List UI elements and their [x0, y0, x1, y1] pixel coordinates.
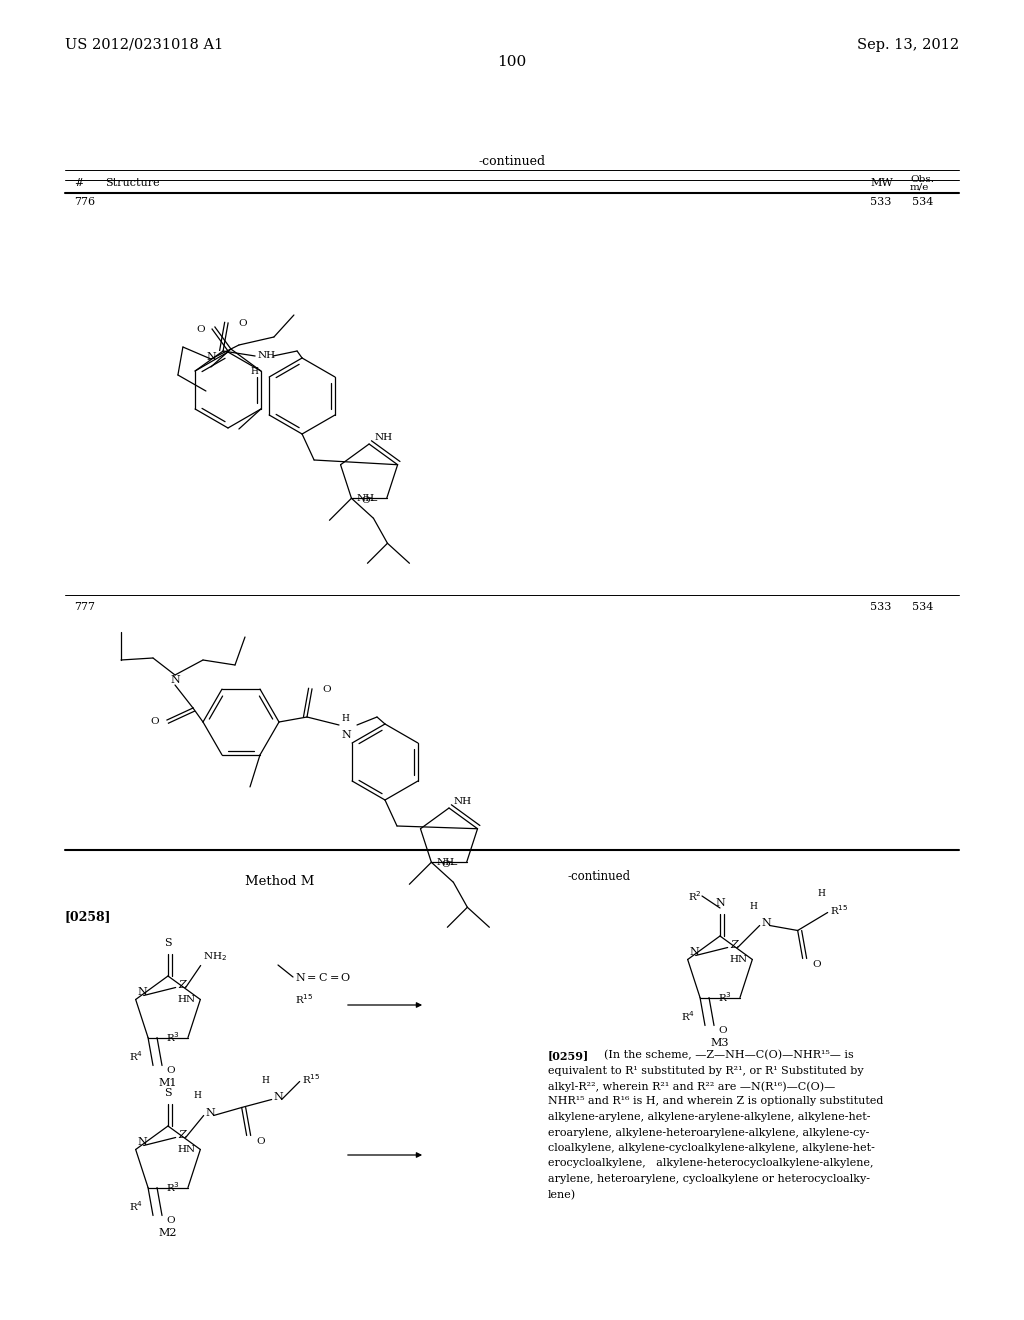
Text: Structure: Structure — [105, 178, 160, 187]
Text: S: S — [164, 939, 172, 948]
Text: N: N — [341, 730, 351, 741]
Text: NHR¹⁵ and R¹⁶ is H, and wherein Z is optionally substituted: NHR¹⁵ and R¹⁶ is H, and wherein Z is opt… — [548, 1097, 884, 1106]
Text: US 2012/0231018 A1: US 2012/0231018 A1 — [65, 38, 223, 51]
Text: R$^3$: R$^3$ — [166, 1031, 180, 1044]
Text: -continued: -continued — [478, 154, 546, 168]
Text: H: H — [341, 714, 349, 723]
Text: O: O — [718, 1026, 727, 1035]
Text: HN: HN — [177, 995, 196, 1005]
Text: NH: NH — [374, 433, 392, 442]
Text: NH: NH — [454, 797, 472, 807]
Text: NH: NH — [436, 858, 455, 867]
Text: O: O — [257, 1138, 265, 1147]
Text: arylene, heteroarylene, cycloalkylene or heterocycloalky-: arylene, heteroarylene, cycloalkylene or… — [548, 1173, 870, 1184]
Text: Z: Z — [731, 940, 738, 950]
Text: Z: Z — [178, 981, 186, 990]
Text: MW: MW — [870, 178, 893, 187]
Text: R$^{15}$: R$^{15}$ — [302, 1073, 321, 1086]
Text: N: N — [690, 948, 699, 957]
Text: N: N — [206, 1109, 215, 1118]
Text: eroarylene, alkylene-heteroarylene-alkylene, alkylene-cy-: eroarylene, alkylene-heteroarylene-alkyl… — [548, 1127, 869, 1138]
Text: 533: 533 — [870, 197, 891, 207]
Text: HN: HN — [729, 954, 748, 964]
Text: [0259]: [0259] — [548, 1049, 589, 1061]
Text: M3: M3 — [711, 1038, 729, 1048]
Text: M2: M2 — [159, 1228, 177, 1238]
Text: H: H — [750, 903, 758, 912]
Text: N: N — [762, 919, 771, 928]
Text: R$^4$: R$^4$ — [129, 1049, 143, 1064]
Text: [0258]: [0258] — [65, 909, 112, 923]
Text: alkyl-R²², wherein R²¹ and R²² are —N(R¹⁶)—C(O)—: alkyl-R²², wherein R²¹ and R²² are —N(R¹… — [548, 1081, 836, 1092]
Text: N: N — [137, 1138, 147, 1147]
Text: R$^3$: R$^3$ — [718, 990, 732, 1005]
Text: -continued: -continued — [568, 870, 631, 883]
Text: H: H — [818, 890, 825, 899]
Text: Sep. 13, 2012: Sep. 13, 2012 — [857, 38, 959, 51]
Text: 776: 776 — [74, 197, 95, 207]
Text: m/e: m/e — [910, 183, 930, 191]
Text: 533: 533 — [870, 602, 891, 612]
Text: alkylene-arylene, alkylene-arylene-alkylene, alkylene-het-: alkylene-arylene, alkylene-arylene-alkyl… — [548, 1111, 870, 1122]
Text: O=: O= — [441, 859, 459, 869]
Text: Z: Z — [178, 1130, 186, 1140]
Text: R$^4$: R$^4$ — [681, 1010, 695, 1023]
Text: O: O — [197, 325, 205, 334]
Text: N: N — [137, 987, 147, 998]
Text: #: # — [74, 178, 83, 187]
Text: equivalent to R¹ substituted by R²¹, or R¹ Substituted by: equivalent to R¹ substituted by R²¹, or … — [548, 1065, 863, 1076]
Text: NH: NH — [356, 494, 375, 503]
Text: R$^{15}$: R$^{15}$ — [829, 904, 848, 917]
Text: H: H — [250, 367, 258, 376]
Text: O: O — [813, 961, 821, 969]
Text: O: O — [166, 1065, 175, 1074]
Text: 777: 777 — [74, 602, 95, 612]
Text: Method M: Method M — [246, 875, 314, 888]
Text: erocycloalkylene,   alkylene-heterocycloalkylene-alkylene,: erocycloalkylene, alkylene-heterocycloal… — [548, 1159, 873, 1168]
Text: 100: 100 — [498, 55, 526, 69]
Text: M1: M1 — [159, 1078, 177, 1088]
Text: O: O — [322, 685, 331, 693]
Text: S: S — [164, 1088, 172, 1098]
Text: (In the scheme, —Z—NH—C(O)—NHR¹⁵— is: (In the scheme, —Z—NH—C(O)—NHR¹⁵— is — [597, 1049, 854, 1060]
Text: O=: O= — [361, 496, 379, 504]
Text: lene): lene) — [548, 1189, 577, 1200]
Text: N: N — [715, 898, 725, 908]
Text: N$=$C$=$O: N$=$C$=$O — [295, 972, 351, 983]
Text: H: H — [194, 1092, 202, 1101]
Text: R$^3$: R$^3$ — [166, 1180, 180, 1195]
Text: H: H — [262, 1077, 269, 1085]
Text: R$^2$: R$^2$ — [688, 890, 702, 903]
Text: O: O — [239, 318, 247, 327]
Text: 534: 534 — [912, 602, 933, 612]
Text: Obs.: Obs. — [910, 176, 934, 183]
Text: N: N — [170, 675, 180, 685]
Text: R$^{15}$: R$^{15}$ — [295, 993, 313, 1006]
Text: HN: HN — [177, 1144, 196, 1154]
Text: NH: NH — [257, 351, 275, 360]
Text: R$^4$: R$^4$ — [129, 1200, 143, 1213]
Text: N: N — [273, 1093, 284, 1102]
Text: NH$_2$: NH$_2$ — [203, 950, 226, 964]
Text: N: N — [206, 352, 216, 362]
Text: O: O — [166, 1216, 175, 1225]
Text: cloalkylene, alkylene-cycloalkylene-alkylene, alkylene-het-: cloalkylene, alkylene-cycloalkylene-alky… — [548, 1143, 874, 1152]
Text: O: O — [151, 718, 159, 726]
Text: 534: 534 — [912, 197, 933, 207]
